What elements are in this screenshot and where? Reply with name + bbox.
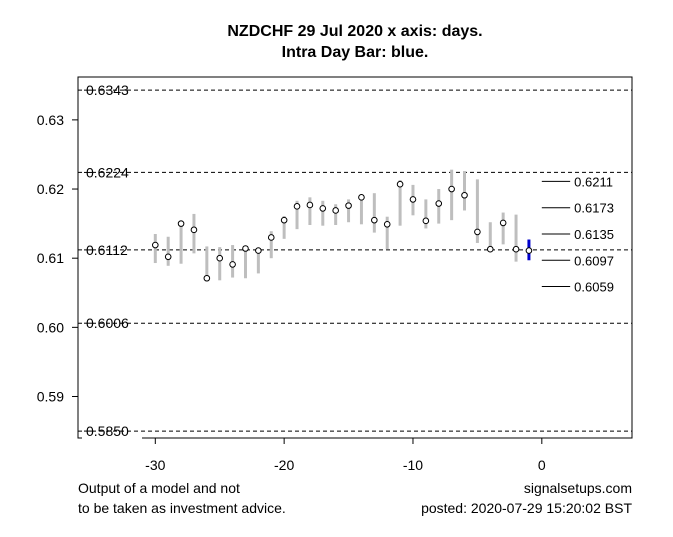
- level-label: 0.6211: [574, 174, 613, 189]
- reference-label-bg: [82, 240, 142, 259]
- close-point: [383, 221, 391, 228]
- posted-timestamp: posted: 2020-07-29 15:20:02 BST: [421, 500, 632, 516]
- close-point: [525, 247, 533, 254]
- level-marks: 0.6211 0.6173 0.6135 0.6097 0.6059: [541, 174, 614, 295]
- y-axis: 0.59 0.60 0.61 0.62 0.63: [37, 112, 78, 405]
- level-label: 0.6135: [574, 227, 614, 242]
- y-tick-label: 0.60: [37, 319, 64, 335]
- disclaimer-line-2: to be taken as investment advice.: [78, 500, 286, 516]
- x-axis: -30 -20 -10 0: [145, 438, 546, 473]
- y-tick-label: 0.62: [37, 181, 64, 197]
- y-tick-label: 0.61: [37, 250, 64, 266]
- reference-label-bg: [82, 163, 142, 182]
- close-point: [293, 203, 301, 210]
- close-point: [216, 254, 224, 262]
- close-point: [280, 216, 288, 224]
- close-point: [345, 202, 352, 209]
- close-point: [435, 200, 443, 207]
- y-tick-label: 0.63: [37, 112, 64, 128]
- x-tick-label: 0: [538, 457, 546, 473]
- close-point: [177, 220, 185, 227]
- close-point: [203, 274, 211, 282]
- close-point: [448, 185, 455, 193]
- close-point: [358, 194, 365, 201]
- close-point: [474, 228, 481, 236]
- close-point: [396, 180, 404, 188]
- close-point: [461, 191, 468, 199]
- chart-subtitle: Intra Day Bar: blue.: [282, 44, 429, 61]
- disclaimer-line-1: Output of a model and not: [78, 480, 240, 496]
- close-point: [190, 226, 198, 234]
- close-point: [229, 261, 236, 268]
- close-point: [255, 247, 262, 254]
- source-site: signalsetups.com: [524, 480, 632, 496]
- reference-label-bg: [82, 81, 142, 100]
- level-label: 0.6097: [574, 253, 614, 268]
- reference-label-bg: [82, 314, 142, 333]
- close-point: [164, 253, 172, 261]
- close-point: [306, 201, 314, 209]
- price-bars: [152, 169, 533, 282]
- x-tick-label: -10: [403, 457, 423, 473]
- chart-title: NZDCHF 29 Jul 2020 x axis: days.: [227, 23, 482, 40]
- close-point: [512, 245, 520, 253]
- reference-label-bg: [82, 422, 142, 441]
- close-point: [319, 205, 327, 212]
- plot-frame: [77, 76, 633, 439]
- x-tick-label: -30: [145, 457, 165, 473]
- y-tick-label: 0.59: [37, 389, 64, 405]
- x-tick-label: -20: [274, 457, 294, 473]
- close-point: [409, 196, 417, 203]
- level-label: 0.6173: [574, 201, 614, 216]
- close-point: [152, 241, 159, 249]
- close-point: [486, 245, 494, 253]
- close-point: [267, 234, 275, 241]
- close-point: [332, 207, 339, 214]
- close-point: [242, 245, 249, 252]
- close-point: [371, 216, 378, 224]
- close-point: [499, 219, 507, 227]
- close-point: [422, 217, 430, 225]
- level-label: 0.6059: [574, 280, 614, 295]
